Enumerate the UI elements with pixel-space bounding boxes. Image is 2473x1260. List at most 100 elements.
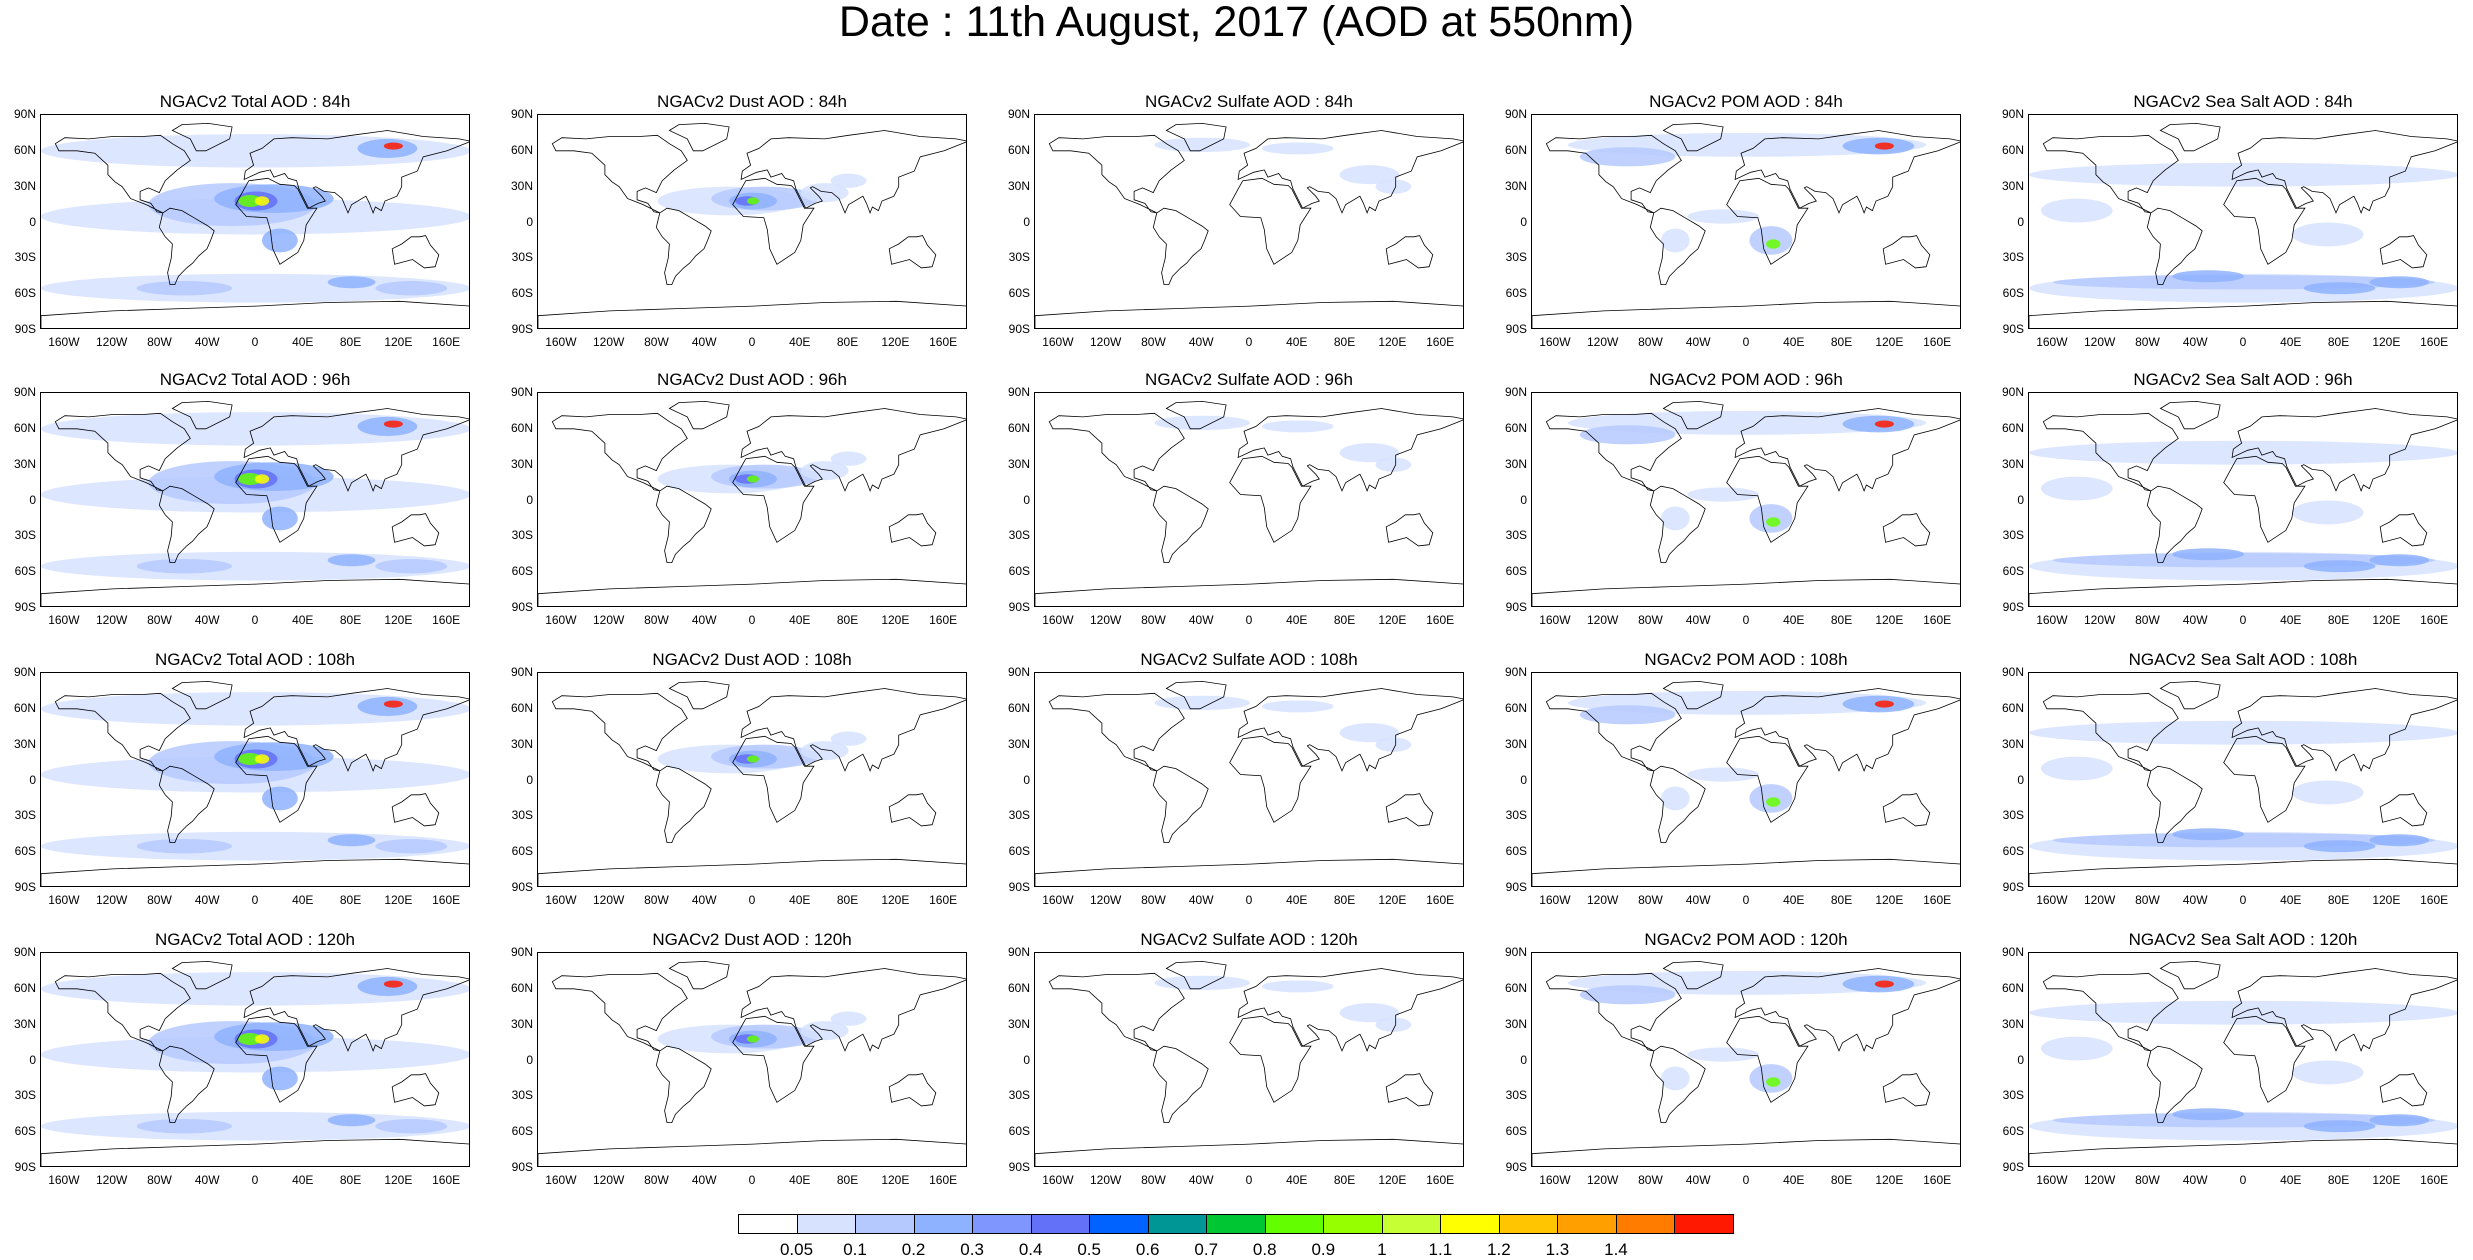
aod-plume	[2172, 548, 2244, 561]
continent-outline	[54, 412, 191, 492]
continent-outline	[1237, 968, 1463, 1053]
lat-tick-label: 30S	[2002, 528, 2024, 543]
lat-tick-label: 60S	[1008, 286, 1030, 301]
lon-tick-label: 160E	[1426, 893, 1455, 907]
continent-outline	[2231, 130, 2457, 215]
panel-title: NGACv2 Sea Salt AOD : 120h	[2128, 930, 2358, 949]
world-map	[1532, 960, 1960, 1166]
lon-tick-label: 160W	[1539, 1173, 1571, 1187]
lat-tick-label: 0	[1023, 1052, 1030, 1067]
continent-outline	[1882, 1073, 1931, 1107]
continent-outline	[655, 485, 712, 564]
lon-tick-label: 80W	[644, 613, 669, 627]
colorbar-level-label: 0.9	[1311, 1240, 1336, 1259]
continent-outline	[1035, 1138, 1463, 1166]
lat-tick-label: 90N	[1504, 385, 1527, 399]
aod-plume	[1261, 980, 1334, 993]
aod-plume	[2303, 840, 2376, 853]
continent-outline	[1237, 130, 1463, 215]
lon-tick-label: 120E	[1378, 1173, 1407, 1187]
aod-plume	[383, 420, 403, 428]
lon-tick-label: 120W	[592, 613, 625, 627]
aod-plume	[747, 755, 759, 763]
lat-tick-label: 30N	[510, 1016, 533, 1031]
panel-title: NGACv2 POM AOD : 108h	[1644, 650, 1848, 669]
lon-tick-label: 120W	[1586, 335, 1619, 349]
lon-tick-label: 120E	[1875, 1173, 1904, 1187]
lon-tick-label: 160W	[1539, 613, 1571, 627]
map-frame	[537, 672, 967, 887]
lat-tick-label: 90S	[1505, 880, 1527, 894]
continent-outline	[1882, 793, 1931, 827]
aod-plume	[800, 741, 849, 761]
lat-tick-label: 90N	[13, 385, 36, 399]
aod-plume	[254, 754, 270, 764]
world-map	[538, 400, 966, 606]
lat-tick-label: 90S	[1505, 322, 1527, 336]
lon-tick-label: 120E	[1875, 893, 1904, 907]
map-panel-seasalt-120h: NGACv2 Sea Salt AOD : 120h 90N 60N 30N 0 30S 6…	[2002, 930, 2458, 1195]
lat-tick-label: 90S	[511, 880, 533, 894]
lon-tick-label: 40E	[1783, 613, 1805, 627]
aod-plume	[2040, 1036, 2113, 1061]
lon-tick-label: 80W	[644, 893, 669, 907]
lon-tick-label: 120E	[384, 335, 413, 349]
colorbar-swatch	[1147, 1214, 1208, 1234]
lon-tick-label: 120W	[1089, 613, 1122, 627]
continent-outline	[391, 793, 440, 827]
lon-tick-label: 120E	[881, 335, 910, 349]
lon-tick-label: 80W	[1141, 1173, 1166, 1187]
continent-outline	[2223, 1015, 2306, 1103]
lat-tick-label: 30N	[510, 178, 533, 193]
continent-outline	[538, 578, 966, 606]
lat-tick-label: 60N	[1504, 142, 1527, 157]
lon-tick-label: 0	[1245, 1173, 1253, 1187]
lat-tick-label: 90S	[1505, 1160, 1527, 1174]
colorbar-swatch	[1381, 1214, 1442, 1234]
lon-tick-label: 160E	[1923, 613, 1952, 627]
lon-tick-label: 120E	[384, 613, 413, 627]
lon-tick-label: 40W	[1188, 613, 1214, 627]
aod-plume	[1154, 975, 1250, 991]
continent-outline	[171, 400, 233, 430]
aod-plume	[327, 554, 376, 567]
colorbar-level-label: 0.8	[1252, 1240, 1277, 1259]
aod-plume	[254, 474, 270, 484]
lon-tick-label: 40E	[1783, 893, 1805, 907]
lat-tick-label: 30N	[1504, 1016, 1527, 1031]
colorbar-swatch	[1440, 1214, 1500, 1234]
lon-tick-label: 120E	[384, 1173, 413, 1187]
lon-tick-label: 40W	[2182, 335, 2208, 349]
panel-title: NGACv2 Dust AOD : 84h	[657, 92, 847, 111]
colorbar-swatch	[1264, 1214, 1325, 1234]
map-panel-pom-96h: NGACv2 POM AOD : 96h 90N 60N 30N 0 30S 60S 90S 1…	[1505, 370, 1961, 635]
aod-plume	[830, 451, 867, 466]
continent-outline	[551, 412, 688, 492]
lon-tick-label: 0	[251, 613, 259, 627]
lon-tick-label: 40W	[1685, 613, 1711, 627]
lon-tick-label: 160W	[1042, 613, 1074, 627]
aod-plume	[238, 753, 262, 765]
continent-outline	[1545, 412, 1682, 492]
lat-tick-label: 60S	[14, 1124, 36, 1139]
continent-outline	[655, 765, 712, 844]
lon-tick-label: 80E	[2327, 613, 2350, 627]
lat-tick-label: 90N	[13, 107, 36, 121]
lat-tick-label: 60S	[14, 844, 36, 859]
aod-plume	[1766, 517, 1781, 527]
lon-tick-label: 160E	[1426, 613, 1455, 627]
lon-tick-label: 160W	[1539, 335, 1571, 349]
continent-outline	[1734, 688, 1960, 773]
map-panel-seasalt-96h: NGACv2 Sea Salt AOD : 96h 90N 60N 30N 0 30S 60…	[2002, 370, 2458, 635]
lat-tick-label: 60N	[510, 700, 533, 715]
lat-tick-label: 90N	[1007, 107, 1030, 121]
colorbar-swatch	[972, 1214, 1032, 1234]
lat-tick-label: 30S	[14, 528, 36, 543]
continent-outline	[171, 960, 233, 990]
colorbar-level-label: 0.5	[1077, 1240, 1101, 1259]
lon-tick-label: 160W	[545, 335, 577, 349]
continent-outline	[1726, 735, 1809, 823]
lon-tick-label: 120W	[2083, 335, 2116, 349]
aod-plume	[747, 197, 759, 205]
colorbar-swatch	[1089, 1214, 1149, 1234]
